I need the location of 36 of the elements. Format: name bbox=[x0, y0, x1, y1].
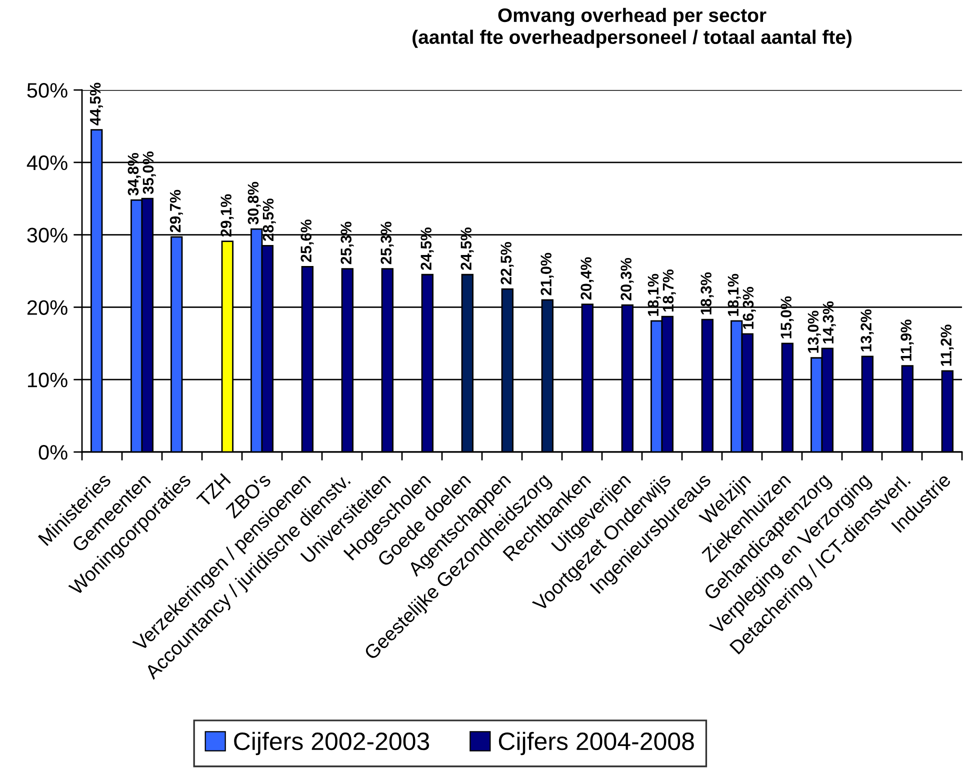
data-label: 21,0% bbox=[540, 252, 554, 296]
data-label: 24,5% bbox=[460, 228, 474, 270]
data-label: 13,2% bbox=[860, 309, 874, 352]
legend-label: Cijfers 2004-2008 bbox=[498, 732, 694, 756]
y-tick-label: 10% bbox=[28, 372, 68, 388]
data-label: 29,1% bbox=[220, 194, 234, 237]
data-label: 25,3% bbox=[340, 222, 354, 264]
y-tick-label: 0% bbox=[38, 445, 68, 460]
chart-subtitle: (aantal fte overheadpersoneel / totaal aantal fte) bbox=[412, 30, 852, 48]
data-label: 11,2% bbox=[940, 324, 954, 366]
data-label: 34,8% bbox=[128, 152, 141, 196]
data-label: 16,3% bbox=[742, 286, 756, 329]
data-label: 18,1% bbox=[728, 274, 741, 316]
data-label: 24,5% bbox=[420, 228, 434, 270]
data-label: 22,5% bbox=[500, 242, 514, 284]
y-tick-label: 40% bbox=[26, 155, 68, 170]
data-label: 15,0% bbox=[780, 296, 794, 338]
chart-title: Omvang overhead per sector bbox=[498, 8, 766, 26]
data-label: 13,0% bbox=[808, 310, 821, 353]
y-tick-label: 50% bbox=[27, 83, 68, 98]
data-label: 25,3% bbox=[380, 222, 394, 264]
data-label: 11,9% bbox=[900, 320, 914, 361]
data-label: 30,8% bbox=[248, 182, 261, 224]
data-label: 29,7% bbox=[170, 190, 183, 232]
data-label: 18,3% bbox=[700, 272, 714, 314]
data-label: 28,5% bbox=[262, 198, 276, 241]
data-label: 44,5% bbox=[90, 82, 103, 126]
y-tick-label: 30% bbox=[27, 228, 68, 243]
data-label: 35,0% bbox=[142, 152, 156, 194]
data-label: 20,4% bbox=[580, 257, 594, 300]
data-label: 25,6% bbox=[300, 220, 314, 262]
y-tick-label: 20% bbox=[27, 300, 68, 315]
legend-label: Cijfers 2002-2003 bbox=[234, 732, 430, 756]
data-label: 20,3% bbox=[620, 258, 634, 300]
data-label: 18,1% bbox=[648, 274, 661, 316]
data-label: 14,3% bbox=[822, 301, 836, 344]
